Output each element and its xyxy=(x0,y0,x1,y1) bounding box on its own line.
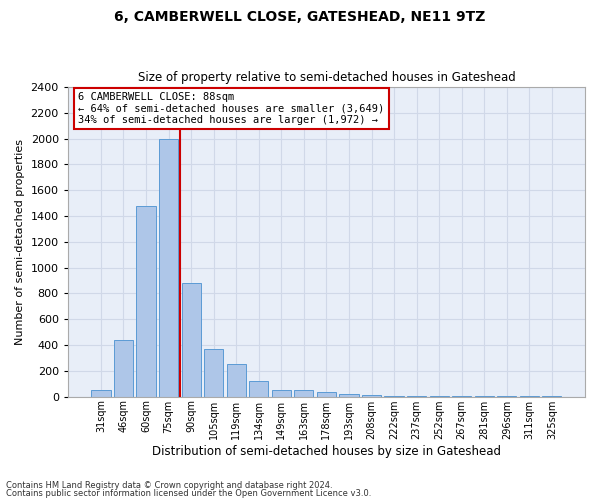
X-axis label: Distribution of semi-detached houses by size in Gateshead: Distribution of semi-detached houses by … xyxy=(152,444,501,458)
Bar xyxy=(294,390,313,396)
Text: 6, CAMBERWELL CLOSE, GATESHEAD, NE11 9TZ: 6, CAMBERWELL CLOSE, GATESHEAD, NE11 9TZ xyxy=(115,10,485,24)
Text: Contains HM Land Registry data © Crown copyright and database right 2024.: Contains HM Land Registry data © Crown c… xyxy=(6,481,332,490)
Bar xyxy=(204,349,223,397)
Bar xyxy=(249,380,268,396)
Bar xyxy=(317,392,336,396)
Text: 6 CAMBERWELL CLOSE: 88sqm
← 64% of semi-detached houses are smaller (3,649)
34% : 6 CAMBERWELL CLOSE: 88sqm ← 64% of semi-… xyxy=(78,92,385,125)
Bar xyxy=(136,206,155,396)
Y-axis label: Number of semi-detached properties: Number of semi-detached properties xyxy=(15,139,25,345)
Bar xyxy=(340,394,359,396)
Bar xyxy=(272,390,291,396)
Bar xyxy=(182,283,201,397)
Bar xyxy=(159,138,178,396)
Title: Size of property relative to semi-detached houses in Gateshead: Size of property relative to semi-detach… xyxy=(137,72,515,85)
Bar xyxy=(227,364,246,396)
Text: Contains public sector information licensed under the Open Government Licence v3: Contains public sector information licen… xyxy=(6,488,371,498)
Bar xyxy=(91,390,110,396)
Bar xyxy=(114,340,133,396)
